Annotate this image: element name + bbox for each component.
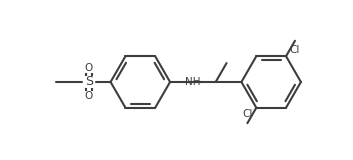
Text: O: O (85, 63, 93, 73)
Text: O: O (85, 91, 93, 101)
Text: S: S (85, 76, 93, 88)
Text: NH: NH (185, 77, 201, 87)
Text: Cl: Cl (290, 45, 300, 55)
Text: Cl: Cl (242, 109, 252, 119)
